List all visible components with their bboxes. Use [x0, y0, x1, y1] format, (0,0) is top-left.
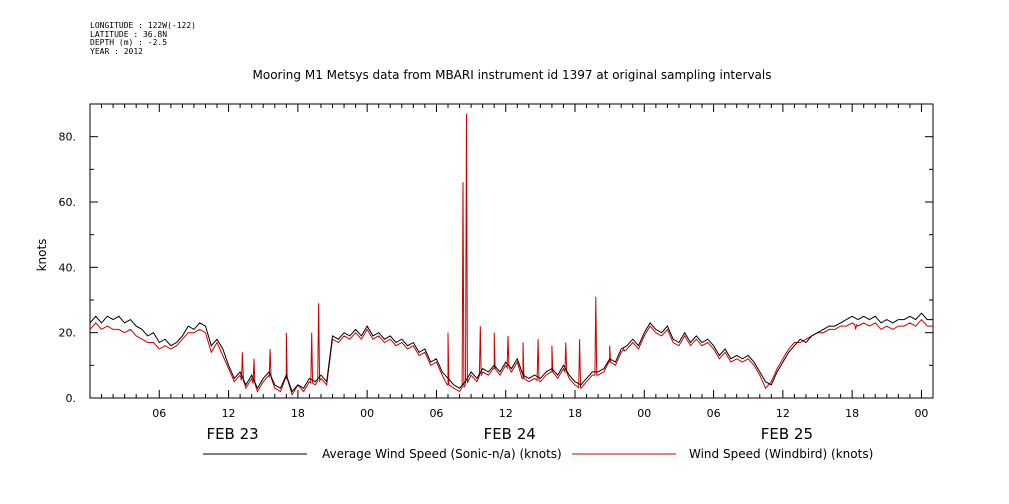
- y-tick-label: 20.: [59, 327, 77, 340]
- y-tick-label: 80.: [59, 131, 77, 144]
- y-tick-label: 40.: [59, 261, 77, 274]
- x-tick-label: 12: [776, 407, 790, 420]
- chart-title: Mooring M1 Metsys data from MBARI instru…: [253, 68, 772, 82]
- y-axis-label: knots: [35, 239, 49, 272]
- legend-label-sonic: Average Wind Speed (Sonic-n/a) (knots): [322, 447, 562, 461]
- metadata-block: LONGITUDE : 122W(-122) LATITUDE : 36.8N …: [90, 21, 196, 56]
- x-tick-label: 18: [568, 407, 582, 420]
- legend-label-windbird: Wind Speed (Windbird) (knots): [689, 447, 873, 461]
- series-line-sonic: [89, 312, 933, 393]
- y-tick-label: 0.: [66, 392, 77, 405]
- longitude-label: LONGITUDE : 122W(-122): [90, 21, 196, 30]
- x-tick-label: 18: [845, 407, 859, 420]
- x-tick-label: 00: [914, 407, 928, 420]
- y-tick-label: 60.: [59, 196, 77, 209]
- plot-frame: [89, 103, 934, 399]
- x-tick-labels: 06 12 18 00 06 12 18 00 06 12 18 00: [152, 407, 928, 420]
- legend: Average Wind Speed (Sonic-n/a) (knots) Wi…: [203, 447, 873, 461]
- axis-ticks: [89, 103, 934, 399]
- date-label: FEB 25: [761, 425, 813, 443]
- date-labels: FEB 23 FEB 24 FEB 25: [206, 425, 813, 443]
- x-tick-label: 06: [429, 407, 443, 420]
- x-tick-label: 00: [637, 407, 651, 420]
- year-label: YEAR : 2012: [90, 46, 143, 56]
- x-tick-label: 06: [152, 407, 166, 420]
- series-line-windbird: [89, 113, 933, 396]
- x-tick-label: 18: [291, 407, 305, 420]
- series-layer: [89, 113, 933, 396]
- latitude-label: LATITUDE : 36.8N: [90, 29, 168, 39]
- y-tick-labels: 0. 20. 40. 60. 80.: [59, 131, 77, 405]
- depth-label: DEPTH (m) : -2.5: [90, 38, 168, 47]
- x-tick-label: 06: [707, 407, 721, 420]
- x-tick-label: 12: [222, 407, 236, 420]
- date-label: FEB 23: [206, 425, 258, 443]
- date-label: FEB 24: [484, 425, 536, 443]
- x-tick-label: 12: [499, 407, 513, 420]
- x-tick-label: 00: [360, 407, 374, 420]
